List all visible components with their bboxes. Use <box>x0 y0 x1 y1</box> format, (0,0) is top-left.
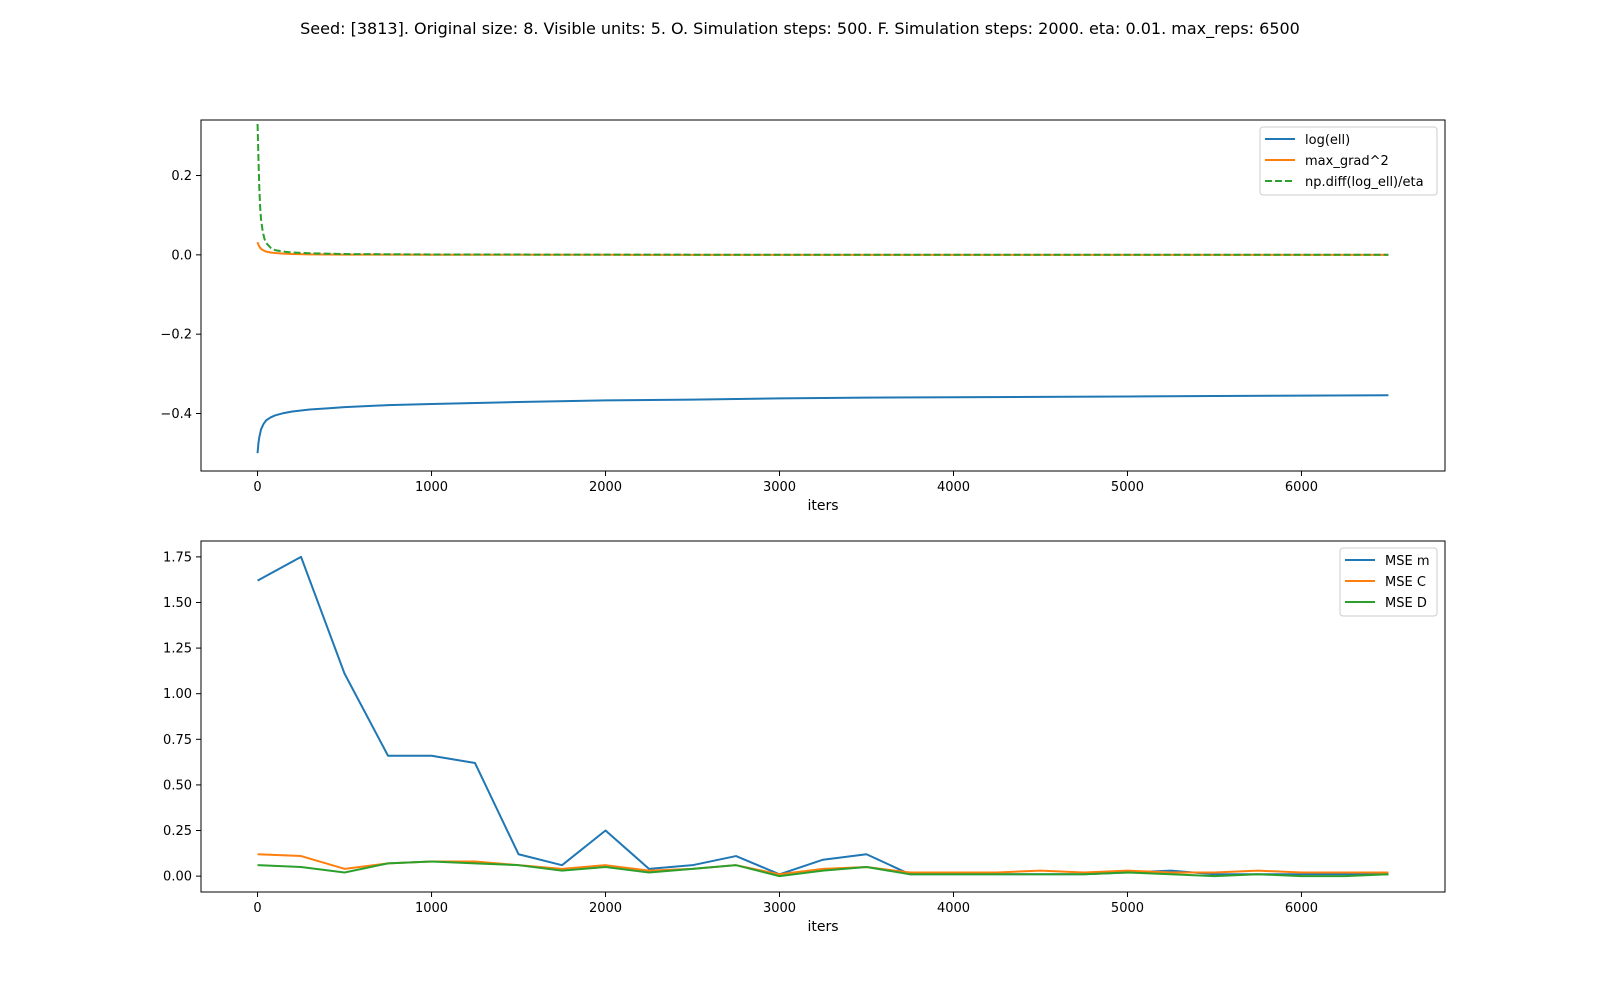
legend-label-np-diff-log-ell-eta: np.diff(log_ell)/eta <box>1305 175 1424 190</box>
y-tick-label: −0.4 <box>160 407 192 422</box>
legend-box <box>1339 547 1438 617</box>
x-tick-label: 1000 <box>415 480 448 495</box>
x-tick-label: 1000 <box>415 901 448 916</box>
x-tick-label: 3000 <box>763 901 796 916</box>
legend-label-max-grad-2: max_grad^2 <box>1305 154 1389 169</box>
y-tick-label: 0.75 <box>163 733 192 748</box>
bottom-axes: 0 1000 2000 3000 4000 5000 6000 0.00 0.25 0.50 0.7… <box>163 540 1446 935</box>
x-tick-label: 6000 <box>1285 480 1318 495</box>
legend-label-mse-m: MSE m <box>1385 554 1429 569</box>
x-axis-label: iters <box>807 498 838 514</box>
y-tick-label: 1.25 <box>163 642 192 657</box>
legend-label-log-ell: log(ell) <box>1305 133 1350 148</box>
x-tick-label: 5000 <box>1111 901 1144 916</box>
y-tick-label: 0.25 <box>163 824 192 839</box>
x-tick-label: 5000 <box>1111 480 1144 495</box>
y-tick-label: 1.50 <box>163 596 192 611</box>
y-tick-label: 0.2 <box>171 169 192 184</box>
top-axes: 0 1000 2000 3000 4000 5000 6000 0.2 0.0 −0.2 −0.4 i… <box>160 119 1446 514</box>
legend: MSE m MSE C MSE D <box>1339 547 1438 617</box>
legend: log(ell) max_grad^2 np.diff(log_ell)/eta <box>1259 126 1438 196</box>
x-tick-label: 0 <box>253 901 261 916</box>
y-tick-label: −0.2 <box>160 328 192 343</box>
series-group <box>256 123 1389 454</box>
x-tick-label: 0 <box>253 480 261 495</box>
x-tick-label: 3000 <box>763 480 796 495</box>
y-tick-label: 0.00 <box>163 870 192 885</box>
legend-label-mse-d: MSE D <box>1385 596 1427 611</box>
legend-box <box>1259 126 1438 196</box>
x-tick-label: 6000 <box>1285 901 1318 916</box>
y-tick-label: 1.00 <box>163 687 192 702</box>
y-tick-label: 0.50 <box>163 778 192 793</box>
x-axis-label: iters <box>807 919 838 935</box>
x-tick-label: 2000 <box>589 480 622 495</box>
series-line-max-grad-2 <box>256 241 1389 256</box>
y-tick-label: 1.75 <box>163 550 192 565</box>
series-group <box>257 555 1389 878</box>
series-line-log-ell <box>256 394 1389 454</box>
y-tick-label: 0.0 <box>171 248 192 263</box>
series-line-mse-d <box>257 860 1389 878</box>
axes-frame <box>200 540 1446 893</box>
x-tick-label: 2000 <box>589 901 622 916</box>
figure-title: Seed: [3813]. Original size: 8. Visible … <box>300 19 1300 39</box>
legend-label-mse-c: MSE C <box>1385 575 1426 590</box>
x-tick-label: 4000 <box>937 901 970 916</box>
axes-frame <box>200 119 1446 472</box>
x-tick-label: 4000 <box>937 480 970 495</box>
series-line-np-diff-log-ell-eta <box>256 123 1389 256</box>
